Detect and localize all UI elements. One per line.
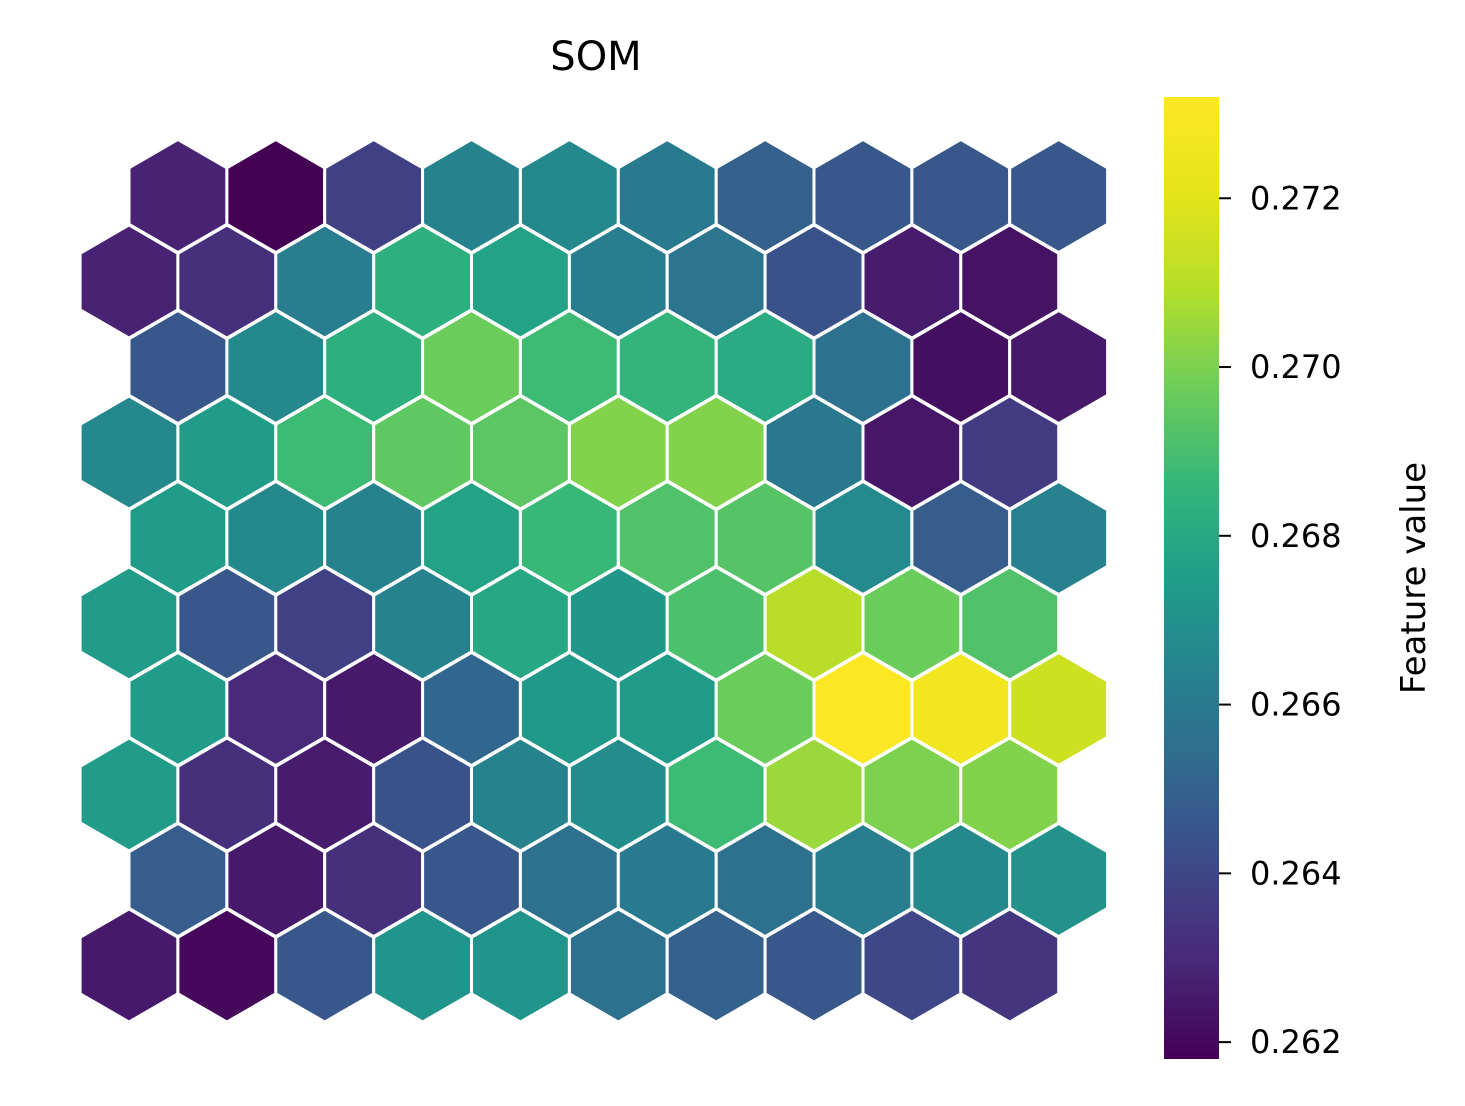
chart-title: SOM — [550, 34, 641, 80]
som-cell — [959, 907, 1061, 1024]
colorbar-gradient — [1164, 97, 1219, 1059]
colorbar-tick-label: 0.268 — [1250, 517, 1342, 555]
colorbar-tick-label: 0.270 — [1250, 348, 1342, 386]
colorbar: 0.262 0.264 0.266 0.268 0.270 0.272 Feature v… — [1164, 97, 1434, 1061]
colorbar-tick-label: 0.272 — [1250, 179, 1342, 217]
som-hex-grid — [78, 137, 1110, 1024]
colorbar-tick-label: 0.264 — [1250, 854, 1342, 892]
colorbar-label: Feature value — [1394, 462, 1434, 694]
colorbar-tick-label: 0.262 — [1250, 1023, 1342, 1061]
colorbar-tick-label: 0.266 — [1250, 686, 1342, 724]
colorbar-ticks: 0.262 0.264 0.266 0.268 0.270 0.272 — [1219, 179, 1342, 1061]
